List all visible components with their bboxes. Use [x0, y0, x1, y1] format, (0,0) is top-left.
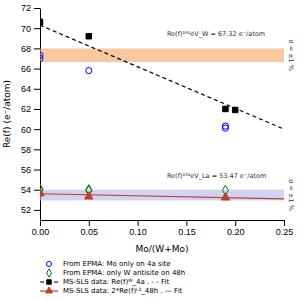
- legend-entry: From EPMA: only W antisite on 48h: [47, 269, 186, 277]
- legend-marker: [47, 280, 51, 284]
- tick-mark: [34, 129, 40, 130]
- tick: 60: [21, 125, 40, 135]
- tick-label: 0.10: [129, 227, 147, 237]
- legend-marker: [46, 287, 53, 293]
- tick: 0.15: [178, 220, 196, 237]
- legend-entry: From EPMA: Mo only on 4a site: [46, 260, 170, 268]
- tick-mark: [34, 109, 40, 110]
- tick-mark: [34, 190, 40, 191]
- tick: 66: [21, 64, 40, 74]
- plot: 0.00 0.05 0.10 0.15 0.20 0.25 52 54 56 58 60 62 64 66…: [2, 3, 295, 295]
- band: [40, 48, 284, 62]
- y-axis: 52 54 56 58 60 62 64 66 68 70 72: [21, 3, 41, 220]
- tick: 52: [21, 205, 40, 215]
- point: [40, 55, 43, 61]
- point: [222, 123, 228, 129]
- tick-mark: [34, 8, 40, 9]
- tick-label: 0.00: [32, 227, 50, 237]
- tick-label: 54: [21, 185, 31, 195]
- tick-label: 0.05: [81, 227, 99, 237]
- marks: [40, 19, 284, 200]
- point: [40, 19, 43, 24]
- series: [40, 188, 230, 200]
- tick-label: 72: [21, 3, 31, 13]
- tick-label: 58: [21, 145, 31, 155]
- tick-mark: [138, 220, 139, 226]
- tick-label: 60: [21, 125, 31, 135]
- tick-mark: [34, 149, 40, 150]
- legend-entry: MS-SLS data: 2*Re(f)ᴸ²_48h . — Fit: [40, 287, 183, 295]
- fit-line: [40, 25, 284, 129]
- point: [40, 188, 44, 195]
- tick: 54: [21, 185, 40, 195]
- series: [40, 184, 228, 196]
- tick-label: 0.25: [276, 227, 294, 237]
- y-axis-title: Re(f) (e⁻/atom): [2, 80, 12, 148]
- legend-marker: [46, 261, 51, 266]
- annotation: σ = ±1 %: [287, 179, 295, 211]
- point: [86, 34, 91, 39]
- tick-mark: [186, 220, 187, 226]
- series: [40, 52, 229, 131]
- tick-mark: [34, 69, 40, 70]
- x-axis-title: Mo/(W+Mo): [135, 244, 188, 254]
- error-bar: [40, 19, 43, 25]
- legend-label: From EPMA: only W antisite on 48h: [63, 269, 185, 277]
- annotation: Re(f)¹⁹²eV_La = 53.47 e⁻/atom: [167, 172, 266, 180]
- fit-line: [40, 194, 284, 199]
- point: [221, 193, 229, 200]
- tick-label: 68: [21, 44, 31, 54]
- axis-line: [41, 220, 285, 221]
- tick: 0.20: [227, 220, 245, 237]
- tick-label: 70: [21, 24, 31, 34]
- tick: 0.25: [276, 220, 294, 237]
- tick: 0.10: [129, 220, 147, 237]
- legend-entry: MS-SLS data: Re(f)ᵂ_4a . - - Fit: [40, 278, 169, 286]
- tick-label: 52: [21, 205, 31, 215]
- tick-mark: [34, 89, 40, 90]
- error-bar: [86, 34, 91, 38]
- point: [86, 68, 92, 74]
- tick-label: 56: [21, 165, 31, 175]
- point: [223, 106, 228, 111]
- legend-label: MS-SLS data: Re(f)ᵂ_4a . - - Fit: [63, 278, 169, 286]
- annotation: Re(f)¹⁹²eV_W = 67.32 e⁻/atom: [167, 30, 265, 38]
- tick-label: 0.15: [178, 227, 196, 237]
- tick-label: 66: [21, 64, 31, 74]
- tick: 0.05: [81, 220, 99, 237]
- tick-mark: [34, 210, 40, 211]
- tick-label: 64: [21, 84, 31, 94]
- tick-mark: [284, 220, 285, 226]
- error-bar: [233, 108, 238, 112]
- tick-mark: [34, 48, 40, 49]
- point: [232, 107, 237, 112]
- tick: 64: [21, 84, 40, 94]
- legend-label: MS-SLS data: 2*Re(f)ᴸ²_48h . — Fit: [63, 287, 183, 295]
- tick-mark: [34, 28, 40, 29]
- chart: 0.00 0.05 0.10 0.15 0.20 0.25 52 54 56 58 60 62 64 66…: [0, 0, 300, 300]
- tick: 56: [21, 165, 40, 175]
- tick-mark: [89, 220, 90, 226]
- tick: 0.00: [32, 220, 50, 237]
- tick-label: 0.20: [227, 227, 245, 237]
- point: [85, 192, 93, 199]
- legend: From EPMA: Mo only on 4a siteFrom EPMA: …: [40, 260, 185, 295]
- tick-mark: [34, 170, 40, 171]
- band: [40, 190, 284, 201]
- annotation: σ = ±1 %: [287, 39, 295, 71]
- tick: 72: [21, 3, 40, 13]
- tick: 58: [21, 145, 40, 155]
- tick: 62: [21, 104, 40, 114]
- legend-label: From EPMA: Mo only on 4a site: [63, 260, 171, 268]
- legend-marker: [47, 269, 52, 277]
- tick-label: 62: [21, 104, 31, 114]
- tick: 68: [21, 44, 40, 54]
- tick-mark: [235, 220, 236, 226]
- tick-mark: [40, 220, 41, 226]
- tick: 70: [21, 24, 40, 34]
- x-axis: 0.00 0.05 0.10 0.15 0.20 0.25: [32, 220, 294, 237]
- error-bar: [223, 107, 228, 111]
